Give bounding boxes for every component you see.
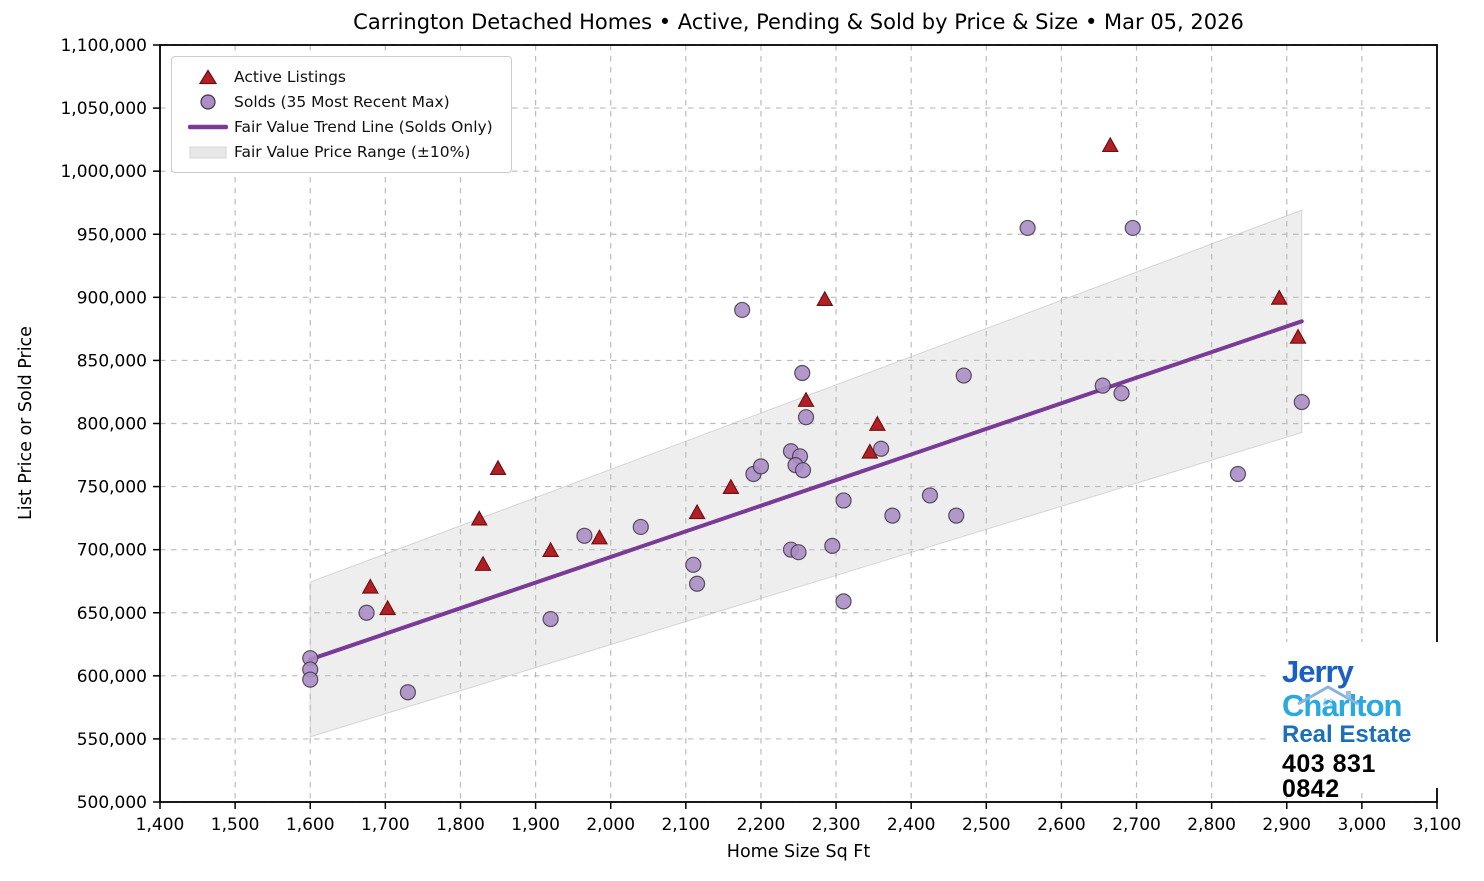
sold-point — [734, 301, 751, 319]
active-listings-triangle-icon — [182, 69, 234, 85]
legend: Active Listings Solds (35 Most Recent Ma… — [171, 56, 512, 173]
y-axis-label: List Price or Sold Price — [16, 326, 36, 520]
price-range-patch-icon — [182, 144, 234, 160]
x-tick-label: 2,100 — [661, 815, 710, 835]
legend-label: Active Listings — [234, 68, 347, 86]
fair-value-trend-line — [308, 319, 1304, 662]
active-listing-point — [470, 510, 488, 526]
y-tick-label: 550,000 — [77, 730, 147, 750]
x-tick-label: 1,800 — [436, 815, 485, 835]
brokerage-logo: Jerry Charlton Real Estate 403 831 0842 — [1268, 642, 1440, 802]
sold-point — [752, 458, 770, 475]
sold-point — [1094, 377, 1111, 394]
x-tick-label: 2,700 — [1112, 815, 1161, 835]
y-tick-label: 650,000 — [77, 604, 147, 624]
active-listing-point — [1101, 136, 1119, 153]
sold-point — [797, 409, 815, 426]
y-tick-label: 900,000 — [77, 288, 147, 308]
sold-point — [884, 507, 901, 524]
x-tick-label: 3,000 — [1338, 815, 1387, 835]
sold-point — [685, 556, 702, 573]
sold-point — [948, 507, 965, 524]
x-tick-label: 2,300 — [812, 815, 861, 835]
x-tick-label: 1,600 — [286, 815, 335, 835]
house-roof-icon — [1297, 685, 1359, 707]
sold-point — [1019, 219, 1036, 237]
legend-label: Fair Value Trend Line (Solds Only) — [234, 118, 493, 136]
active-listing-point — [688, 503, 706, 520]
active-listing-point — [722, 478, 740, 494]
y-tick-label: 800,000 — [77, 415, 147, 435]
active-listing-point — [797, 391, 815, 407]
x-tick-label: 2,800 — [1187, 815, 1236, 835]
active-listing-point — [379, 599, 397, 616]
x-tick-label: 2,900 — [1262, 815, 1311, 835]
chart-title: Carrington Detached Homes • Active, Pend… — [353, 10, 1244, 34]
y-tick-label: 1,100,000 — [60, 36, 147, 56]
sold-point — [794, 364, 811, 382]
sold-point — [835, 492, 852, 509]
sold-point — [794, 462, 812, 479]
y-tick-label: 950,000 — [77, 225, 147, 245]
trend-line-icon — [182, 119, 234, 135]
sold-point — [358, 604, 375, 621]
x-tick-label: 1,400 — [136, 815, 185, 835]
active-listing-point — [474, 555, 492, 571]
legend-item-active-listings: Active Listings — [182, 68, 493, 86]
sold-point — [921, 487, 939, 504]
sold-point — [542, 610, 559, 628]
sold-point — [576, 527, 593, 544]
x-tick-label: 3,100 — [1413, 815, 1462, 835]
logo-jerry: Jerry — [1282, 654, 1354, 689]
active-listing-point — [816, 290, 834, 306]
x-tick-label: 2,500 — [962, 815, 1011, 835]
sold-point — [1113, 385, 1130, 402]
sold-point — [688, 575, 706, 592]
legend-item-price-range: Fair Value Price Range (±10%) — [182, 143, 493, 161]
y-tick-label: 750,000 — [77, 478, 147, 498]
sold-point — [1293, 393, 1310, 411]
sold-point — [873, 440, 890, 457]
sold-point — [399, 684, 416, 701]
y-tick-label: 700,000 — [77, 541, 147, 561]
sold-point — [302, 671, 319, 688]
logo-phone-number: 403 831 0842 — [1282, 750, 1376, 803]
x-tick-label: 2,000 — [586, 815, 635, 835]
legend-item-trend-line: Fair Value Trend Line (Solds Only) — [182, 118, 493, 136]
legend-label: Solds (35 Most Recent Max) — [234, 93, 450, 111]
sold-point — [824, 537, 841, 554]
sold-point — [632, 518, 649, 536]
sold-point — [835, 593, 852, 610]
y-tick-label: 1,000,000 — [60, 162, 147, 182]
legend-label: Fair Value Price Range (±10%) — [234, 143, 471, 161]
x-tick-label: 1,500 — [211, 815, 260, 835]
x-axis-label: Home Size Sq Ft — [726, 842, 871, 862]
sold-point — [955, 367, 972, 384]
sold-point — [1124, 219, 1141, 237]
x-tick-label: 1,700 — [361, 815, 410, 835]
active-listing-point — [361, 578, 379, 594]
solds-circle-icon — [182, 94, 234, 110]
x-tick-label: 2,200 — [737, 815, 786, 835]
logo-real-estate: Real Estate — [1282, 721, 1412, 748]
y-tick-label: 600,000 — [77, 667, 147, 687]
legend-item-solds: Solds (35 Most Recent Max) — [182, 93, 493, 111]
y-tick-label: 1,050,000 — [60, 99, 147, 119]
active-listing-point — [542, 541, 560, 558]
sold-point — [1229, 465, 1247, 483]
x-tick-label: 2,400 — [887, 815, 936, 835]
active-listing-point — [489, 459, 507, 476]
active-listing-point — [590, 529, 608, 545]
sold-point — [790, 544, 807, 561]
active-listing-point — [1270, 289, 1288, 305]
x-tick-label: 1,900 — [511, 815, 560, 835]
active-listing-point — [868, 415, 886, 431]
x-tick-label: 2,600 — [1037, 815, 1086, 835]
y-tick-label: 500,000 — [77, 793, 147, 813]
y-tick-label: 850,000 — [77, 351, 147, 371]
active-listing-point — [1289, 328, 1307, 344]
